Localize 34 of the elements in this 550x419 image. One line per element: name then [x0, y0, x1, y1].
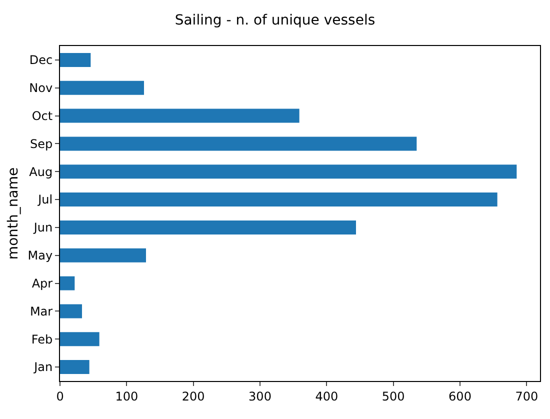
- bar: [60, 192, 498, 207]
- y-tick-label: May: [28, 248, 53, 263]
- y-tick-label: Mar: [30, 304, 53, 318]
- x-tick-label: 700: [515, 389, 538, 404]
- bar: [60, 108, 300, 123]
- y-tick-label: Nov: [29, 81, 53, 96]
- bar: [60, 360, 90, 374]
- y-tick-label: Jul: [37, 192, 53, 207]
- bar: [60, 220, 356, 234]
- y-tick-label: Jan: [33, 360, 53, 374]
- bar: [60, 248, 146, 262]
- y-tick-label: Feb: [31, 332, 53, 346]
- y-tick-label: Apr: [32, 276, 53, 290]
- y-tick-label: Jun: [32, 220, 53, 235]
- x-tick-label: 500: [382, 389, 405, 404]
- chart-title: Sailing - n. of unique vessels: [174, 12, 376, 28]
- y-tick-label: Dec: [29, 53, 53, 68]
- x-tick-label: 600: [448, 389, 472, 404]
- y-tick-label: Aug: [29, 164, 53, 179]
- x-tick-label: 200: [182, 389, 205, 404]
- bar: [60, 164, 517, 179]
- y-axis-title: month_name: [5, 167, 22, 260]
- bar: [60, 52, 91, 67]
- bar: [60, 136, 417, 151]
- bar: [60, 332, 100, 346]
- x-tick-label: 300: [248, 389, 272, 404]
- y-tick-label: Sep: [30, 136, 53, 151]
- x-tick-label: 0: [56, 389, 64, 404]
- x-tick-label: 100: [115, 389, 138, 404]
- bar: [60, 276, 75, 290]
- y-tick-label: Oct: [32, 108, 53, 123]
- bar: [60, 304, 82, 318]
- x-tick-label: 400: [315, 389, 338, 404]
- bar: [60, 80, 144, 95]
